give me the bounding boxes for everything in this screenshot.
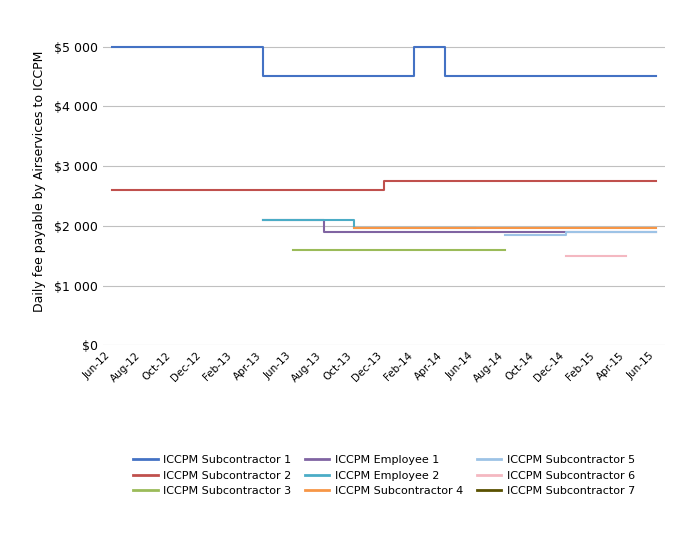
ICCPM Subcontractor 4 xyxy=(652,224,661,231)
ICCPM Subcontractor 1 xyxy=(259,43,268,50)
Line: ICCPM Subcontractor 2: ICCPM Subcontractor 2 xyxy=(112,181,657,190)
ICCPM Subcontractor 3 xyxy=(289,246,298,253)
ICCPM Subcontractor 5 xyxy=(501,232,509,239)
ICCPM Subcontractor 1 xyxy=(410,73,418,80)
ICCPM Subcontractor 5 xyxy=(652,228,661,235)
ICCPM Subcontractor 1 xyxy=(440,73,449,80)
Line: ICCPM Subcontractor 5: ICCPM Subcontractor 5 xyxy=(505,232,657,236)
Y-axis label: Daily fee payable by Airservices to ICCPM: Daily fee payable by Airservices to ICCP… xyxy=(33,50,46,312)
Line: ICCPM Subcontractor 1: ICCPM Subcontractor 1 xyxy=(112,47,657,76)
ICCPM Subcontractor 1 xyxy=(440,43,449,50)
ICCPM Subcontractor 4 xyxy=(622,224,630,231)
ICCPM Subcontractor 1 xyxy=(259,73,268,80)
ICCPM Subcontractor 2 xyxy=(380,187,388,193)
ICCPM Employee 2 xyxy=(471,224,479,231)
ICCPM Employee 2 xyxy=(259,217,268,223)
ICCPM Employee 1 xyxy=(320,228,328,235)
ICCPM Subcontractor 6 xyxy=(562,252,570,259)
ICCPM Subcontractor 2 xyxy=(652,178,661,184)
ICCPM Subcontractor 6 xyxy=(622,252,630,259)
ICCPM Subcontractor 1 xyxy=(410,43,418,50)
ICCPM Employee 1 xyxy=(652,228,661,235)
ICCPM Employee 1 xyxy=(320,217,328,223)
ICCPM Subcontractor 1 xyxy=(652,73,661,80)
ICCPM Subcontractor 5 xyxy=(562,232,570,239)
ICCPM Employee 1 xyxy=(259,217,268,223)
ICCPM Subcontractor 2 xyxy=(108,187,116,193)
ICCPM Subcontractor 1 xyxy=(289,73,298,80)
ICCPM Subcontractor 3 xyxy=(501,246,509,253)
Line: ICCPM Employee 2: ICCPM Employee 2 xyxy=(263,220,475,228)
ICCPM Subcontractor 5 xyxy=(562,228,570,235)
Line: ICCPM Employee 1: ICCPM Employee 1 xyxy=(263,220,657,232)
ICCPM Employee 2 xyxy=(350,217,358,223)
ICCPM Subcontractor 1 xyxy=(471,73,479,80)
ICCPM Subcontractor 1 xyxy=(108,43,116,50)
ICCPM Subcontractor 4 xyxy=(350,224,358,231)
ICCPM Employee 2 xyxy=(350,224,358,231)
Legend: ICCPM Subcontractor 1, ICCPM Subcontractor 2, ICCPM Subcontractor 3, ICCPM Emplo: ICCPM Subcontractor 1, ICCPM Subcontract… xyxy=(128,449,641,502)
ICCPM Employee 1 xyxy=(471,228,479,235)
ICCPM Subcontractor 2 xyxy=(380,178,388,184)
ICCPM Subcontractor 4 xyxy=(471,224,479,231)
ICCPM Subcontractor 2 xyxy=(440,178,449,184)
